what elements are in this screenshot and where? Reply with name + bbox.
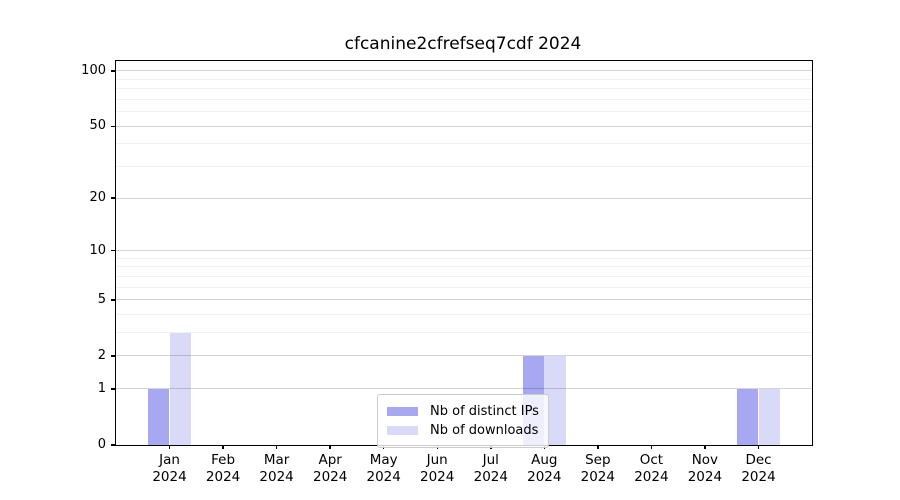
x-tick-label: Jun 2024 <box>420 452 455 485</box>
x-tick-label: Sep 2024 <box>580 452 615 485</box>
x-tick-label: Apr 2024 <box>313 452 348 485</box>
x-tick-label: Oct 2024 <box>634 452 669 485</box>
distinct-ips-swatch <box>387 407 418 416</box>
axes-layer: 100 50 20 10 5 2 1 0 Jan 2024 Feb 2024 Mar 2024 Apr… <box>81 61 812 485</box>
y-tick-mark <box>111 444 116 446</box>
x-tick-label: Aug 2024 <box>527 452 562 485</box>
bar-downloads-jan <box>169 332 191 445</box>
y-tick-label: 1 <box>97 380 106 396</box>
bar-downloads-dec <box>758 388 780 445</box>
x-tick-mark <box>597 445 599 449</box>
y-tick-mark <box>111 197 116 199</box>
x-tick-label: Feb 2024 <box>205 452 241 485</box>
x-tick-mark <box>329 445 331 449</box>
bar-downloads-aug <box>544 355 566 445</box>
x-tick-mark <box>168 445 171 449</box>
x-tick-mark <box>222 445 224 449</box>
x-tick-label: Dec 2024 <box>741 452 776 485</box>
downloads-swatch <box>387 426 418 435</box>
legend-item-distinct-ips: Nb of distinct IPs <box>387 403 539 420</box>
bar-distinct-ips-dec <box>737 388 759 445</box>
bar-distinct-ips-jan <box>148 388 170 445</box>
x-tick-mark <box>757 445 760 449</box>
x-tick-label: Nov 2024 <box>687 452 723 485</box>
x-tick-label: Jan 2024 <box>152 452 187 485</box>
x-tick-label: May 2024 <box>366 452 401 485</box>
legend: Nb of distinct IPs Nb of downloads <box>377 394 549 448</box>
x-tick-label: Jul 2024 <box>473 452 508 485</box>
x-tick-label: Mar 2024 <box>259 452 294 485</box>
x-tick-mark <box>704 445 706 449</box>
y-tick-mark <box>111 249 116 252</box>
legend-label-distinct-ips: Nb of distinct IPs <box>430 404 539 419</box>
y-tick-mark <box>111 388 116 390</box>
y-tick-label: 100 <box>81 62 106 78</box>
y-tick-label: 0 <box>97 437 106 452</box>
x-tick-mark <box>650 445 653 449</box>
chart-title: cfcanine2cfrefseq7cdf 2024 <box>344 34 582 54</box>
y-tick-label: 50 <box>89 118 106 134</box>
x-tick-mark <box>275 445 278 449</box>
y-tick-mark <box>111 299 116 301</box>
y-tick-mark <box>111 355 116 357</box>
legend-item-downloads: Nb of downloads <box>387 422 539 439</box>
y-tick-mark <box>111 70 116 72</box>
y-tick-label: 2 <box>97 347 106 363</box>
plot-area: 100 50 20 10 5 2 1 0 Jan 2024 Feb 2024 Mar 2024 Apr… <box>81 60 813 485</box>
y-tick-label: 5 <box>97 291 106 307</box>
y-tick-label: 10 <box>89 242 106 258</box>
y-tick-mark <box>111 125 116 127</box>
y-tick-label: 20 <box>89 190 106 206</box>
legend-label-downloads: Nb of downloads <box>430 423 539 438</box>
